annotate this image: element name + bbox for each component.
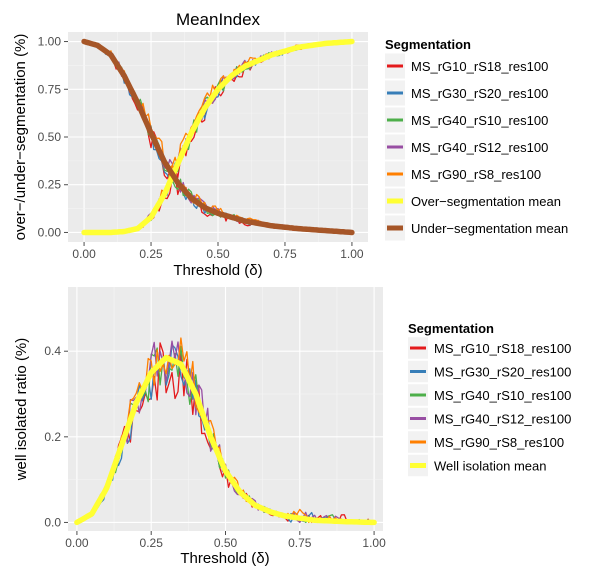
legend-entry-label: MS_rG30_rS20_res100	[434, 365, 571, 380]
bottom-y-axis-title: well isolated ratio (%)	[13, 338, 30, 482]
x-tick-label: 1.00	[362, 536, 386, 550]
x-tick-label: 0.75	[288, 536, 312, 550]
top-x-axis-title: Threshold (δ)	[173, 262, 262, 279]
legend-entry-label: MS_rG30_rS20_res100	[411, 86, 548, 101]
x-tick-label: 0.25	[139, 247, 163, 261]
y-tick-label: 0.2	[44, 430, 61, 444]
x-tick-label: 0.75	[273, 247, 297, 261]
bottom-chart: 0.00 0.25 0.50 0.75 1.00 0.0 0.2 0.4 Threshold …	[13, 287, 571, 567]
x-tick-label: 0.50	[206, 247, 230, 261]
x-tick-label: 0.50	[214, 536, 238, 550]
top-chart: MeanIndex 0.00 0.25 0.50 0.75 1.00 0.00 0.25 0.…	[12, 10, 568, 279]
legend-entry-label: Well isolation mean	[434, 459, 546, 474]
legend-entry-label: Under−segmentation mean	[411, 221, 568, 236]
mean-series-line	[81, 38, 355, 236]
y-tick-label: 0.00	[38, 225, 62, 239]
x-tick-label: 1.00	[340, 247, 364, 261]
legend-entry-label: MS_rG90_rS8_res100	[434, 435, 564, 450]
legend-entry-label: Over−segmentation mean	[411, 194, 561, 209]
y-tick-label: 1.00	[38, 35, 62, 49]
top-chart-title: MeanIndex	[176, 10, 261, 29]
legend-entry-label: MS_rG40_rS10_res100	[411, 113, 548, 128]
legend-entry-label: MS_rG40_rS10_res100	[434, 388, 571, 403]
legend-entry-label: MS_rG10_rS18_res100	[411, 59, 548, 74]
legend-entry-label: MS_rG40_rS12_res100	[411, 140, 548, 155]
y-tick-label: 0.0	[44, 515, 61, 529]
x-tick-label: 0.00	[72, 247, 96, 261]
segmentation-series-line	[76, 340, 375, 524]
y-tick-label: 0.4	[44, 344, 61, 358]
bottom-x-axis-title: Threshold (δ)	[180, 550, 269, 567]
legend-title: Segmentation	[385, 37, 471, 52]
legend-entry-label: MS_rG90_rS8_res100	[411, 167, 541, 182]
y-tick-label: 0.75	[38, 82, 62, 96]
y-tick-label: 0.25	[38, 178, 62, 192]
legend-entry-label: MS_rG40_rS12_res100	[434, 412, 571, 427]
x-tick-label: 0.00	[65, 536, 89, 550]
mean-series-line	[74, 354, 377, 526]
mean-series-line	[81, 38, 355, 236]
top-y-axis-title: over−/under−segmentation (%)	[12, 34, 29, 241]
legend-title: Segmentation	[408, 321, 494, 336]
x-tick-label: 0.25	[140, 536, 164, 550]
y-tick-label: 0.50	[38, 130, 62, 144]
legend-entry-label: MS_rG10_rS18_res100	[434, 341, 571, 356]
